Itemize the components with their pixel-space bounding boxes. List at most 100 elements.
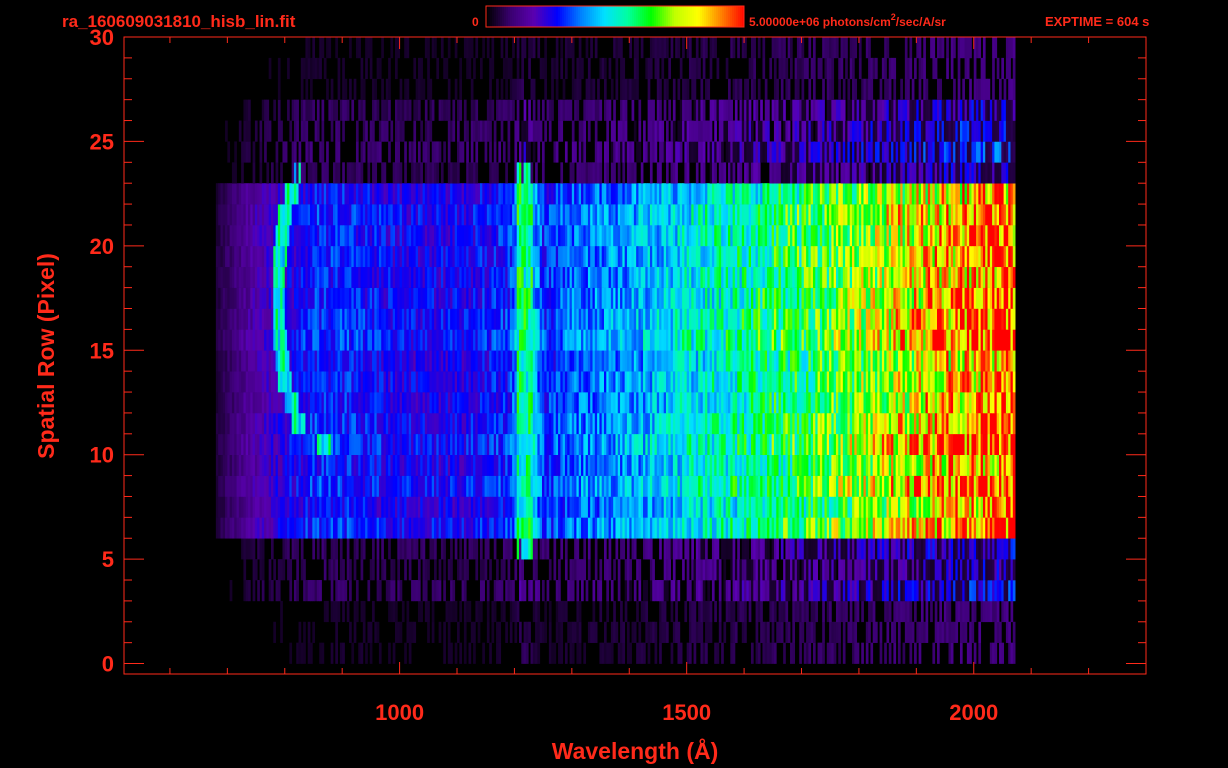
heatmap-cell [261,329,265,351]
heatmap-cell [718,580,722,602]
heatmap-cell [971,538,975,560]
heatmap-cell [284,371,288,393]
heatmap-cell [801,475,805,497]
heatmap-cell [739,454,743,476]
heatmap-cell [546,329,550,351]
heatmap-cell [849,600,853,623]
colorbar-segment [534,6,537,27]
heatmap-cell [900,475,903,497]
heatmap-cell [585,371,589,393]
heatmap-cell [250,517,254,539]
heatmap-cell [326,475,329,497]
heatmap-cell [865,329,869,351]
heatmap-cell [838,559,841,581]
heatmap-cell [718,350,722,372]
heatmap-cell [431,371,435,393]
heatmap-cell [539,392,543,414]
heatmap-cell [711,350,715,372]
heatmap-cell [500,308,504,330]
heatmap-cell [466,496,469,518]
heatmap-cell [241,475,244,497]
colorbar-segment [620,6,623,27]
heatmap-cell [872,538,876,560]
heatmap-cell [383,475,387,497]
heatmap-cell [718,496,722,518]
heatmap-cell [969,642,972,664]
heatmap-cell [955,538,959,560]
heatmap-cell [753,433,756,456]
heatmap-cell [587,350,591,372]
heatmap-cell [1008,621,1011,643]
heatmap-cell [677,371,681,393]
heatmap-cell [259,329,263,351]
heatmap-cell [587,433,591,456]
colorbar-segment [502,6,505,27]
heatmap-cell [372,392,375,414]
heatmap-cell [863,496,867,518]
heatmap-cell [562,392,566,414]
heatmap-cell [659,496,662,518]
heatmap-cell [746,433,750,456]
heatmap-cell [541,454,545,476]
heatmap-cell [355,475,359,497]
heatmap-cell [585,433,589,456]
heatmap-cell [502,392,506,414]
heatmap-cell [1001,496,1005,518]
heatmap-cell [236,392,240,414]
heatmap-cell [468,454,472,476]
heatmap-cell [603,538,607,560]
heatmap-cell [227,475,231,497]
heatmap-cell [872,433,876,456]
heatmap-cell [512,350,515,372]
heatmap-cell [558,642,561,664]
heatmap-cell [270,433,274,456]
heatmap-cell [252,371,256,393]
heatmap-cell [670,475,674,497]
heatmap-cell [973,475,977,497]
heatmap-cell [332,433,336,456]
heatmap-cell [303,329,306,351]
heatmap-cell [507,454,511,476]
heatmap-cell [955,496,959,518]
heatmap-cell [705,412,708,435]
heatmap-cell [624,371,628,393]
heatmap-cell [569,350,573,372]
heatmap-cell [498,621,502,643]
heatmap-cell [530,496,534,518]
heatmap-cell [268,475,272,497]
heatmap-cell [342,412,345,435]
colorbar-segment [496,6,499,27]
heatmap-cell [714,412,717,435]
heatmap-cell [293,329,297,351]
heatmap-cell [966,642,970,664]
heatmap-cell [576,392,580,414]
heatmap-cell [273,350,276,372]
heatmap-cell [994,475,998,497]
colorbar-segment [698,6,701,27]
heatmap-cell [236,350,240,372]
heatmap-cell [578,433,582,456]
heatmap-cell [553,433,557,456]
heatmap-cell [847,475,851,497]
heatmap-cell [555,517,559,539]
heatmap-cell [475,412,479,435]
heatmap-cell [266,371,270,393]
heatmap-cell [978,412,982,435]
heatmap-cell [489,433,492,456]
heatmap-cell [702,350,706,372]
heatmap-cell [969,538,972,560]
heatmap-cell [440,475,444,497]
heatmap-cell [865,538,869,560]
heatmap-cell [907,517,910,539]
heatmap-cell [849,412,853,435]
heatmap-cell [298,433,302,456]
heatmap-cell [532,475,536,497]
heatmap-cell [870,475,874,497]
heatmap-cell [241,433,244,456]
heatmap-cell [571,642,575,664]
heatmap-cell [479,454,483,476]
heatmap-cell [321,371,325,393]
heatmap-cell [530,433,534,456]
heatmap-cell [999,412,1002,435]
heatmap-cell [858,475,862,497]
